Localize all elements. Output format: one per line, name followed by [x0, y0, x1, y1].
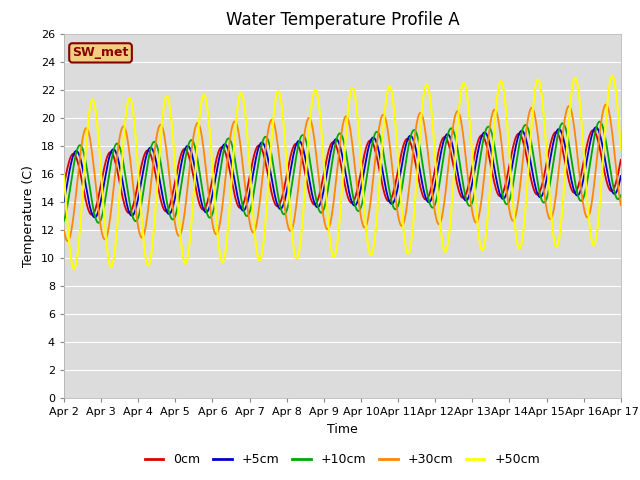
Y-axis label: Temperature (C): Temperature (C) — [22, 165, 35, 267]
Legend: 0cm, +5cm, +10cm, +30cm, +50cm: 0cm, +5cm, +10cm, +30cm, +50cm — [140, 448, 545, 471]
Title: Water Temperature Profile A: Water Temperature Profile A — [225, 11, 460, 29]
X-axis label: Time: Time — [327, 423, 358, 436]
Text: SW_met: SW_met — [72, 47, 129, 60]
